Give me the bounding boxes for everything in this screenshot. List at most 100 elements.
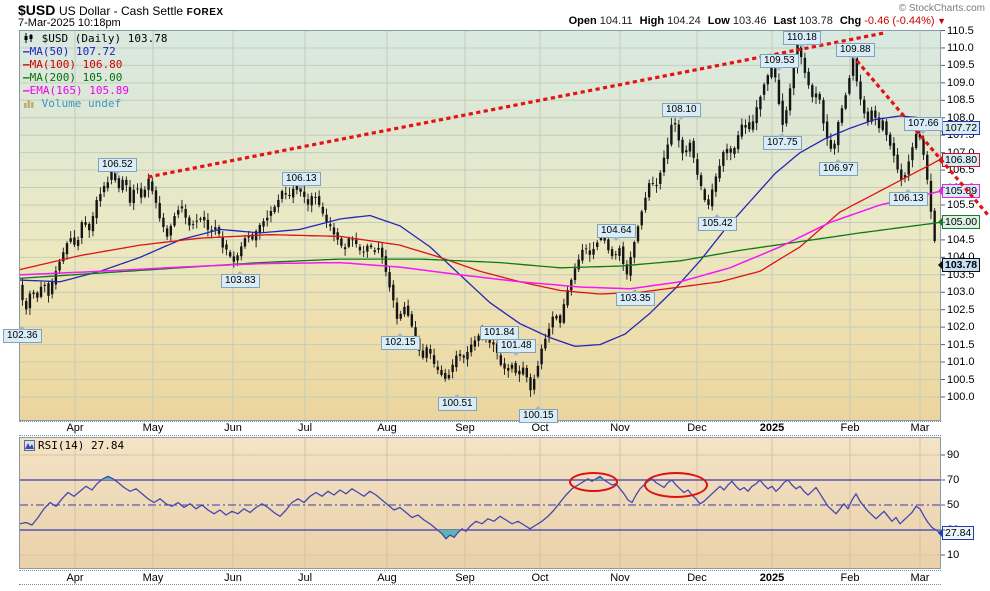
price-annotation-109-53: 109.53 (760, 54, 799, 71)
price-axis-label: 110.5 (947, 24, 974, 37)
exchange-label: FOREX (186, 7, 224, 18)
legend-item-5: Volume undef (23, 97, 121, 110)
ma100-line (20, 159, 940, 295)
rsi-tag-27-84: 27.84 (937, 525, 975, 540)
legend-text: MA(200) 105.00 (29, 71, 123, 84)
legend-text: MA(50) 107.72 (29, 45, 116, 58)
price-annotation-105-42: 105.42 (698, 214, 737, 231)
tick-strip-1 (19, 435, 941, 436)
chart-title: $USD US Dollar - Cash Settle FOREX (18, 2, 224, 18)
price-axis-label: 109.5 (947, 59, 975, 72)
price-tag-105-89: 105.89 (937, 184, 981, 199)
rsi-icon (24, 440, 35, 451)
rsi-axis-label-90: 90 (947, 449, 960, 461)
price-annotation-109-88: 109.88 (836, 43, 875, 60)
rsi-month-label-Dec: Dec (687, 572, 707, 584)
price-tag-107-72: 107.72 (937, 120, 981, 135)
rsi-legend-label: RSI(14) 27.84 (38, 439, 125, 452)
price-axis-label: 102.5 (947, 303, 975, 316)
copyright-link[interactable]: © StockCharts.com (898, 3, 985, 14)
rsi-highlight-ellipse-2 (644, 472, 708, 498)
ema165-line (20, 190, 940, 290)
price-annotation-104-64: 104.64 (597, 224, 636, 241)
quote-open-label: Open (568, 15, 597, 27)
price-annotation-107-75: 107.75 (763, 133, 802, 150)
quote-last-label: Last (773, 15, 797, 27)
rsi-axis-label-10: 10 (947, 549, 960, 561)
legend-item-2: —MA(100) 106.80 (23, 58, 122, 71)
price-tag-103-78: 103.78 (937, 258, 981, 273)
price-annotation-106-13: 106.13 (889, 189, 928, 206)
quote-line: Open 104.11 High 104.24 Low 103.46 Last 103… (562, 15, 946, 27)
month-label-Dec: Dec (687, 422, 707, 434)
quote-last-value: 103.78 (796, 15, 833, 27)
price-axis-label: 103.0 (947, 286, 975, 299)
chart-datetime: 7-Mar-2025 10:18pm (18, 17, 121, 29)
change-down-triangle-icon: ▼ (934, 16, 946, 26)
rsi-month-label-Feb: Feb (840, 572, 860, 584)
price-axis-label: 105.5 (947, 199, 975, 211)
legend-item-0: $USD (Daily) 103.78 (23, 32, 167, 45)
rsi-highlight-ellipse-1 (569, 472, 618, 492)
price-axis-label: 108.5 (947, 94, 975, 107)
price-axis-label: 102.0 (947, 321, 975, 334)
quote-low-label: Low (707, 15, 730, 27)
price-annotation-100-51: 100.51 (438, 394, 477, 411)
instrument-name: US Dollar - Cash Settle (58, 4, 184, 18)
rsi-axis-label-50: 50 (947, 499, 960, 511)
rsi-canvas (20, 438, 940, 568)
month-label-Jul: Jul (297, 422, 313, 434)
rsi-month-label-Sep: Sep (455, 572, 475, 584)
price-annotation-102-15: 102.15 (381, 333, 420, 350)
price-annotation-107-66: 107.66 (904, 117, 943, 134)
price-annotation-103-35: 103.35 (616, 289, 655, 306)
quote-high-value: 104.24 (664, 15, 701, 27)
legend-item-3: —MA(200) 105.00 (23, 71, 122, 84)
rsi-axis-label-70: 70 (947, 474, 960, 486)
price-axis-label: 100.5 (947, 373, 975, 386)
symbol: $USD (18, 2, 56, 18)
quote-low-value: 103.46 (729, 15, 767, 27)
price-annotation-101-48: 101.48 (497, 339, 536, 356)
price-axis-label: 101.5 (947, 338, 975, 351)
month-label-May: May (142, 422, 164, 434)
legend-text: MA(100) 106.80 (29, 58, 123, 71)
volume-bars-icon (24, 100, 34, 108)
month-label-Mar: Mar (910, 422, 930, 434)
rsi-month-label-Aug: Aug (377, 572, 397, 584)
quote-chg-label: Chg (839, 15, 862, 27)
rsi-month-label-2025: 2025 (759, 572, 785, 584)
price-annotation-110-18: 110.18 (783, 31, 821, 48)
price-axis-label: 110.0 (947, 41, 974, 54)
month-label-Nov: Nov (610, 422, 630, 434)
legend-item-1: —MA(50) 107.72 (23, 45, 116, 58)
price-tag-106-80: 106.80 (937, 152, 981, 167)
dash-icon: — (23, 45, 30, 58)
price-annotation-108-10: 108.10 (662, 103, 701, 120)
legend-text: EMA(165) 105.89 (29, 84, 129, 97)
rsi-legend: RSI(14) 27.84 (24, 439, 124, 452)
tick-strip-2 (19, 570, 941, 571)
tick-strip-3 (19, 584, 941, 585)
month-label-Sep: Sep (455, 422, 475, 434)
legend-text: $USD (Daily) 103.78 (41, 32, 168, 45)
candlestick-icon (24, 33, 33, 43)
month-label-2025: 2025 (759, 422, 785, 434)
rsi-month-label-Mar: Mar (910, 572, 930, 584)
price-chart-canvas (20, 31, 940, 420)
quote-chg-value: -0.46 (-0.44%) (861, 15, 935, 27)
price-annotation-100-15: 100.15 (519, 406, 558, 423)
legend-text: Volume undef (41, 97, 122, 110)
price-annotation-103-83: 103.83 (221, 271, 260, 288)
rsi-month-label-May: May (142, 572, 164, 584)
ma200-line (20, 221, 940, 279)
legend-item-4: —EMA(165) 105.89 (23, 84, 129, 97)
month-label-Jun: Jun (224, 422, 242, 434)
price-axis-label: 100.0 (947, 390, 975, 403)
quote-open-value: 104.11 (596, 15, 633, 27)
month-label-Feb: Feb (840, 422, 860, 434)
rsi-line (20, 475, 940, 540)
rsi-month-label-Nov: Nov (610, 572, 630, 584)
rsi-month-label-Jun: Jun (224, 572, 242, 584)
